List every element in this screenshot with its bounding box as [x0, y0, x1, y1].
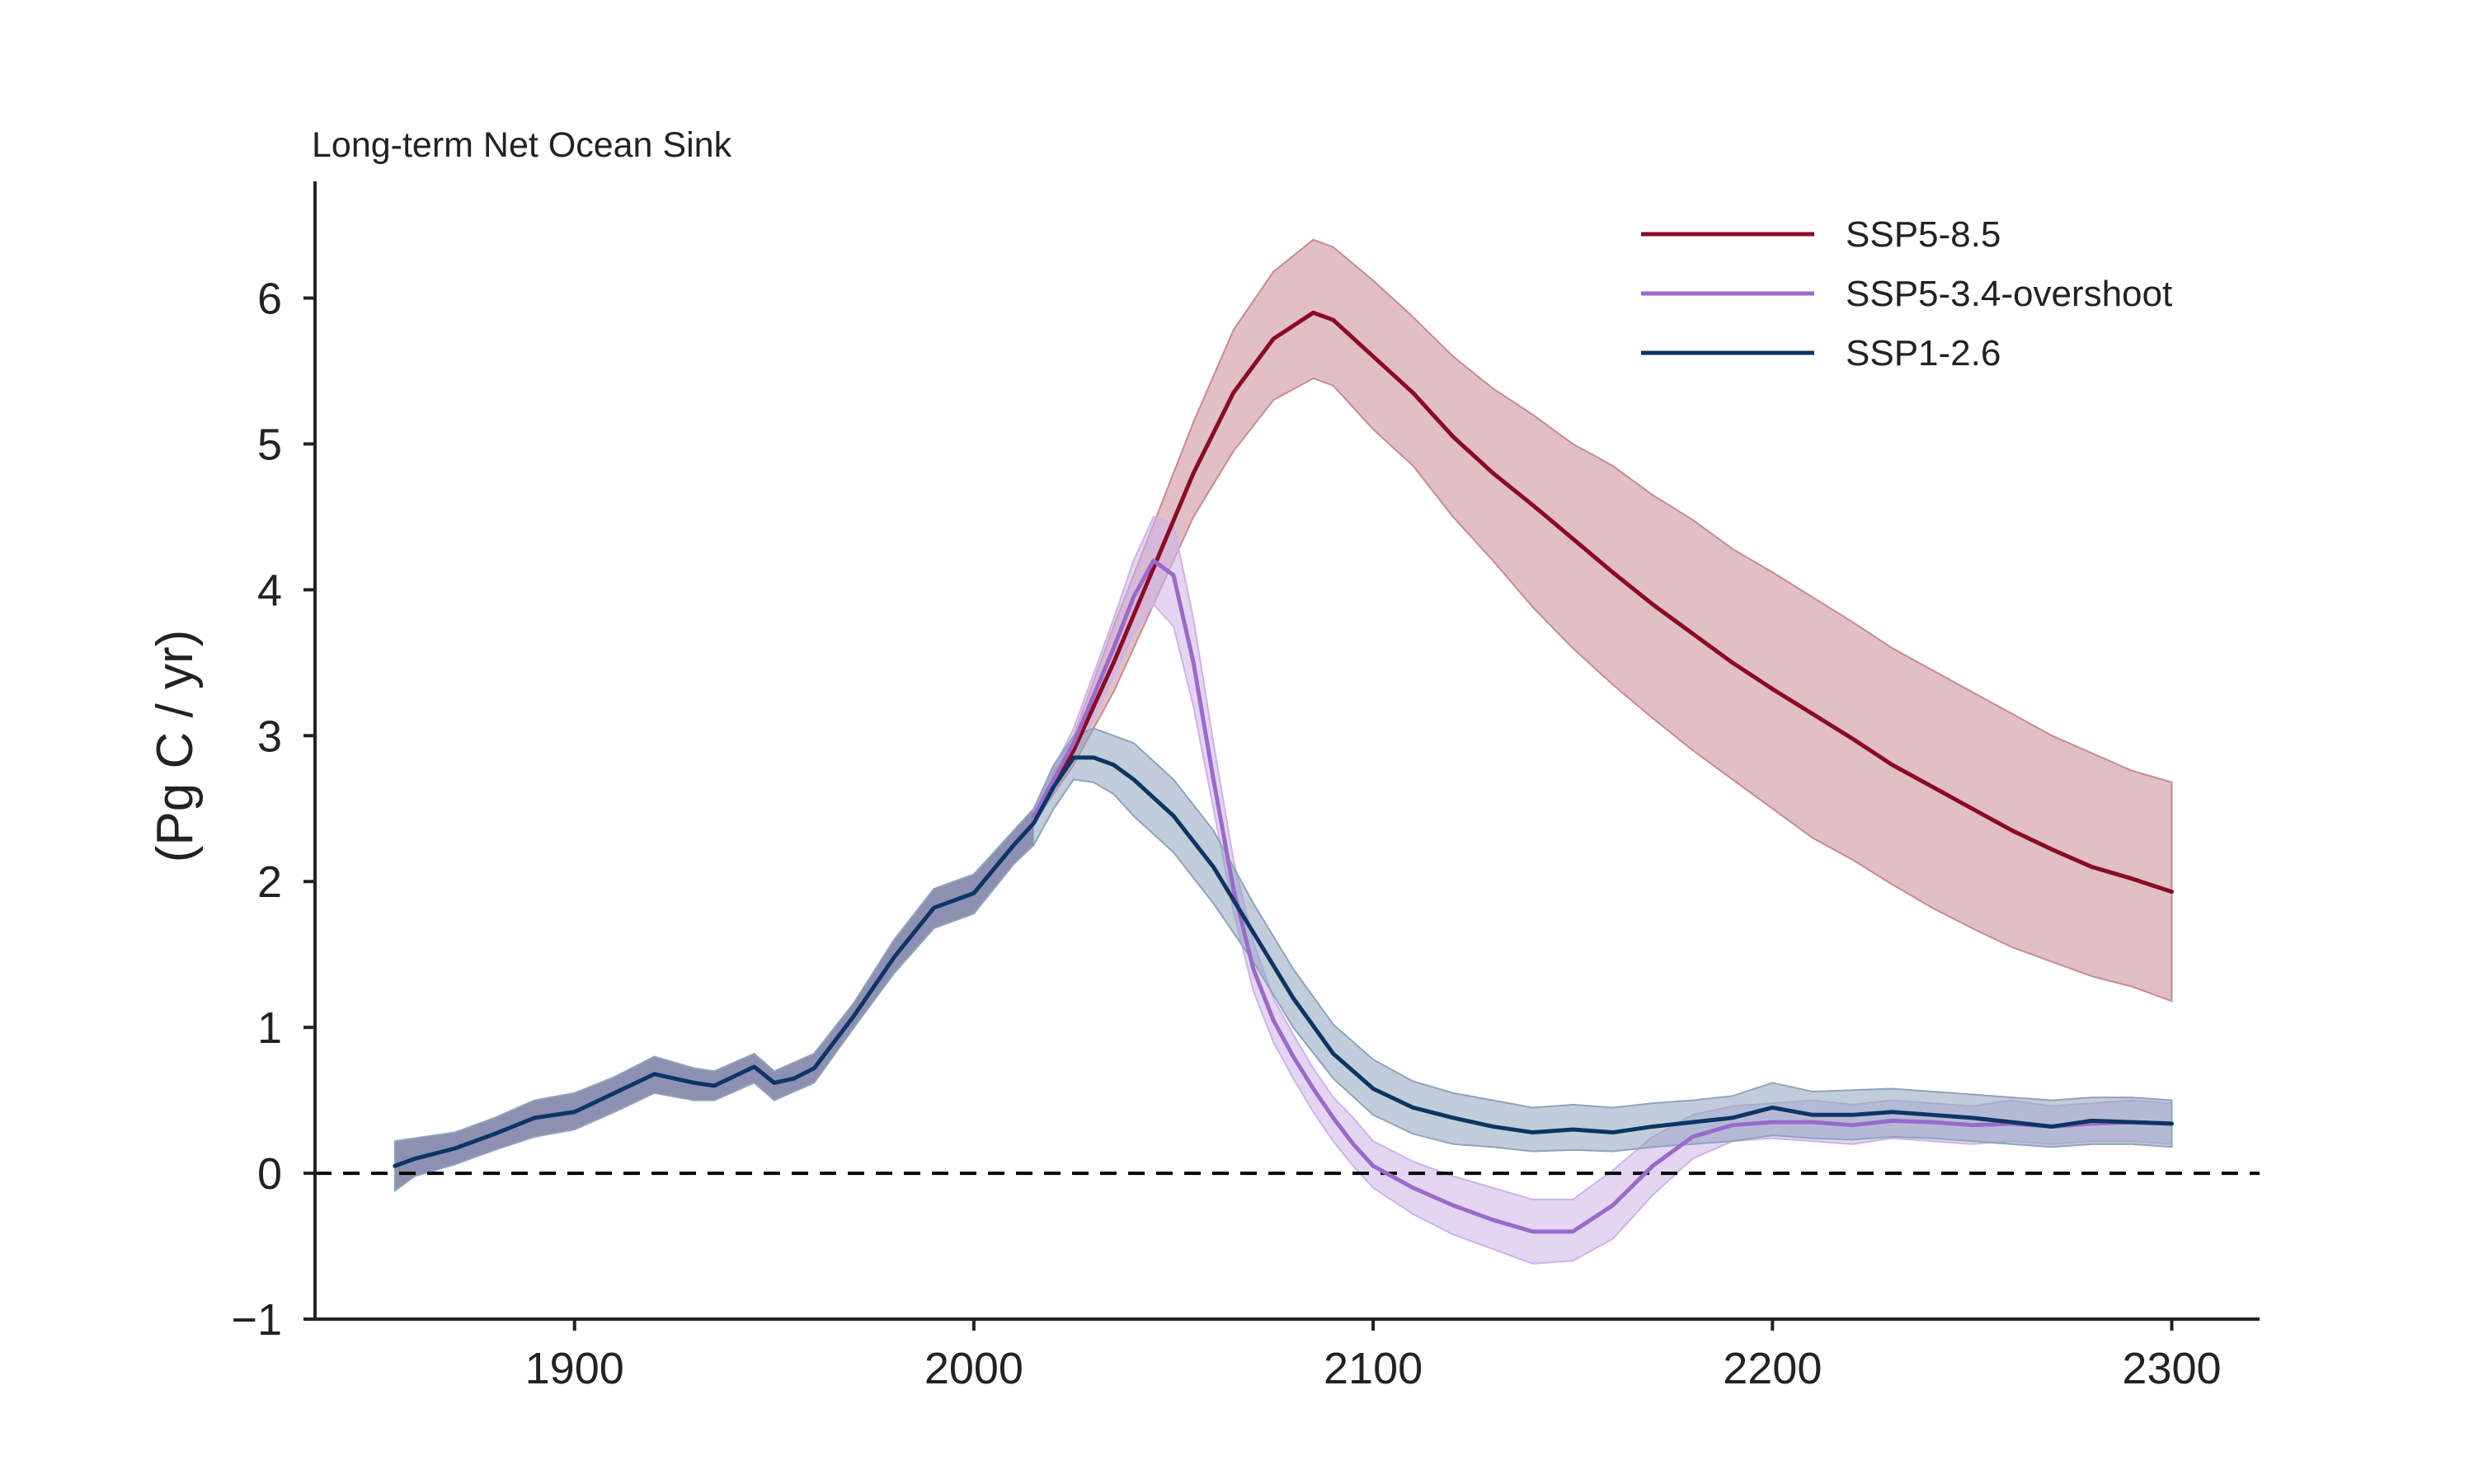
x-tick-label-2200: 2200 [1723, 1344, 1822, 1393]
legend: SSP5-8.5 SSP5-3.4-overshoot SSP1-2.6 [1641, 214, 2172, 373]
legend-label-ssp5-8-5: SSP5-8.5 [1846, 214, 2001, 255]
line-ssp1-2-6 [393, 755, 2174, 1168]
y-tick-label-5: 4 [257, 566, 282, 615]
legend-label-ssp5-3-4-overshoot: SSP5-3.4-overshoot [1846, 274, 2172, 314]
axes [313, 181, 2260, 1321]
x-tick-label-2000: 2000 [924, 1344, 1023, 1393]
x-tick-label-1900: 1900 [525, 1344, 624, 1393]
y-tick-label-2: 1 [257, 1003, 282, 1053]
series-lines [393, 310, 2174, 1234]
band-ssp1-2-6 [393, 727, 2173, 1193]
y-tick-label-1: 0 [257, 1149, 282, 1199]
x-tick-label-2300: 2300 [2122, 1344, 2221, 1393]
y-tick-label-6: 5 [257, 420, 282, 469]
y-tick-label-0: −1 [231, 1295, 282, 1345]
legend-label-ssp1-2-6: SSP1-2.6 [1846, 333, 2001, 373]
line-ssp5-8-5 [1032, 310, 2174, 895]
y-axis-label: (Pg C / yr) [147, 630, 204, 862]
y-tick-label-3: 2 [257, 857, 282, 907]
y-tick-label-7: 6 [257, 275, 282, 324]
ticks: 1900 2000 2100 2200 2300 −1 0 1 2 3 4 5 6 [231, 275, 2221, 1393]
x-tick-label-2100: 2100 [1324, 1344, 1423, 1393]
band-ssp5-8-5 [1032, 238, 2173, 1003]
uncertainty-bands [393, 238, 2173, 1265]
y-tick-label-4: 3 [257, 711, 282, 761]
line-ssp5-3-4-overshoot [1032, 558, 2174, 1234]
chart-title: Long-term Net Ocean Sink [312, 125, 732, 165]
